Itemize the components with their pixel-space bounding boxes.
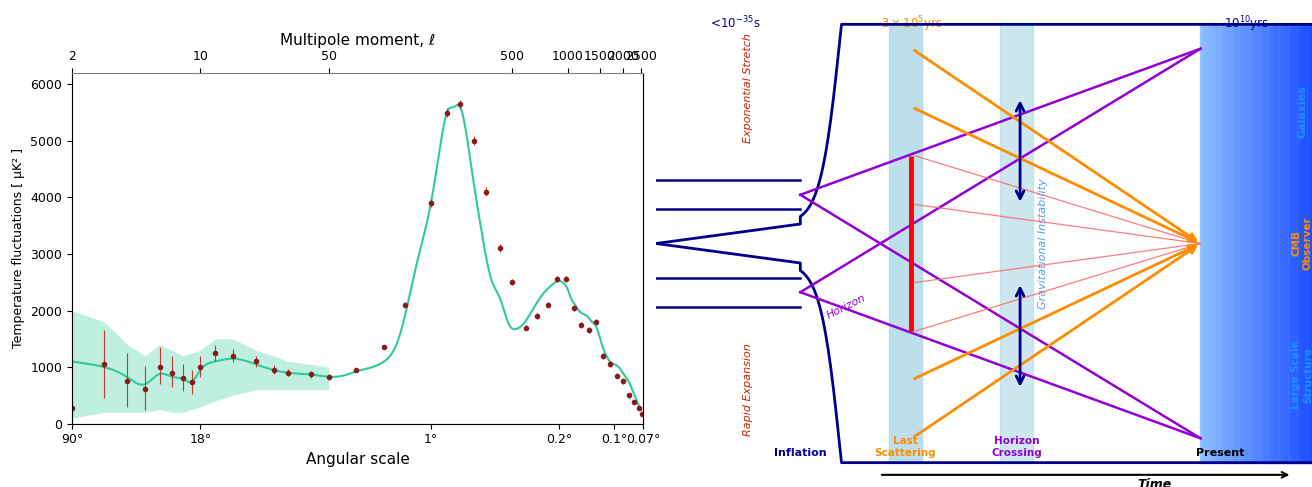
Text: Inflation: Inflation <box>774 448 827 458</box>
Y-axis label: Temperature fluctuations [ μK² ]: Temperature fluctuations [ μK² ] <box>12 149 25 348</box>
Text: Rapid Expansion: Rapid Expansion <box>743 343 753 436</box>
Text: Gravitational Instability: Gravitational Instability <box>1038 178 1048 309</box>
Text: Last
Scattering: Last Scattering <box>875 436 935 458</box>
Text: $<\!10^{-35}$s: $<\!10^{-35}$s <box>708 15 761 31</box>
Text: Present: Present <box>1197 448 1244 458</box>
Text: $3\times10^{5}$yrs: $3\times10^{5}$yrs <box>880 15 943 34</box>
Text: Time: Time <box>1138 478 1172 487</box>
Text: Horizon: Horizon <box>825 293 867 321</box>
Text: Large Scale
Structure: Large Scale Structure <box>1291 340 1312 410</box>
Text: Galaxies: Galaxies <box>1298 86 1307 138</box>
X-axis label: Angular scale: Angular scale <box>306 452 409 467</box>
Text: Horizon
Crossing: Horizon Crossing <box>992 436 1042 458</box>
X-axis label: Multipole moment, ℓ: Multipole moment, ℓ <box>279 33 436 48</box>
Text: Exponential Stretch: Exponential Stretch <box>743 33 753 143</box>
Text: CMB
Observer: CMB Observer <box>1291 217 1312 270</box>
Text: $10^{10}$yrs: $10^{10}$yrs <box>1224 15 1269 34</box>
